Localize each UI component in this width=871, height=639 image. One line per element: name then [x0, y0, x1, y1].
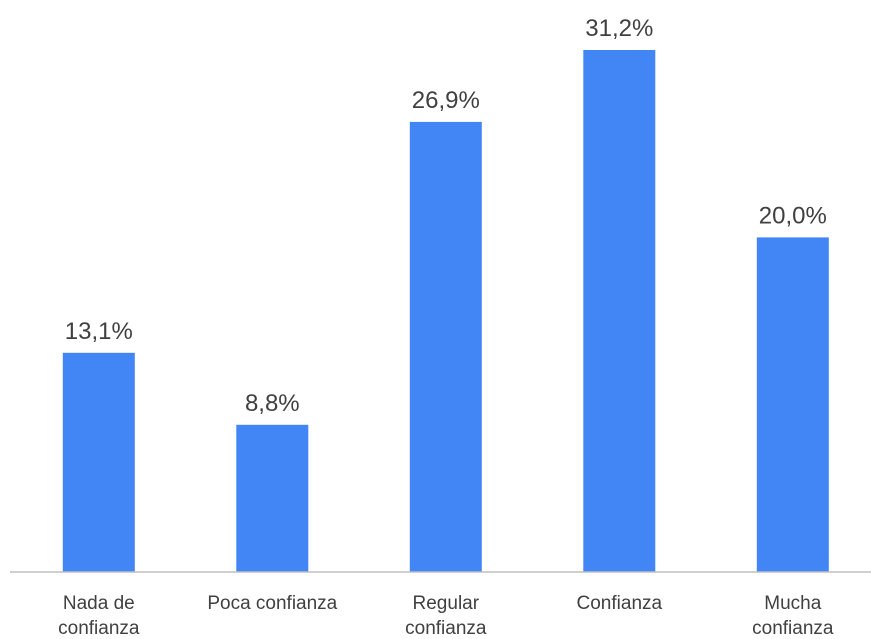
category-label-3: Confianza: [577, 593, 663, 614]
category-label-0: Nada de confianza: [58, 593, 140, 639]
category-label-line: Regular: [413, 593, 480, 614]
category-label-1: Poca confianza: [207, 593, 337, 614]
value-labels-layer: 13,1% 8,8% 26,9% 31,2% 20,0%: [65, 15, 827, 417]
category-label-2: Regular confianza: [405, 593, 487, 639]
value-label-4: 20,0%: [759, 202, 827, 229]
category-label-line: confianza: [752, 618, 834, 639]
bar-3: [583, 50, 656, 572]
category-labels-layer: Nada de confianza Poca confianza Regular con…: [58, 593, 834, 639]
bar-1: [236, 424, 309, 572]
bar-4: [756, 237, 829, 572]
category-label-line: Poca confianza: [207, 593, 337, 614]
category-label-line: Nada de: [63, 593, 135, 614]
category-label-4: Mucha confianza: [752, 593, 834, 639]
category-label-line: confianza: [58, 618, 140, 639]
bars-layer: [62, 50, 829, 573]
category-label-line: Confianza: [577, 593, 663, 614]
bar-0: [62, 352, 135, 572]
value-label-0: 13,1%: [65, 318, 133, 345]
value-label-1: 8,8%: [245, 390, 300, 417]
value-label-2: 26,9%: [412, 87, 480, 114]
bar-2: [409, 121, 482, 573]
category-label-line: confianza: [405, 618, 487, 639]
value-label-3: 31,2%: [585, 15, 653, 42]
category-label-line: Mucha: [764, 593, 821, 614]
